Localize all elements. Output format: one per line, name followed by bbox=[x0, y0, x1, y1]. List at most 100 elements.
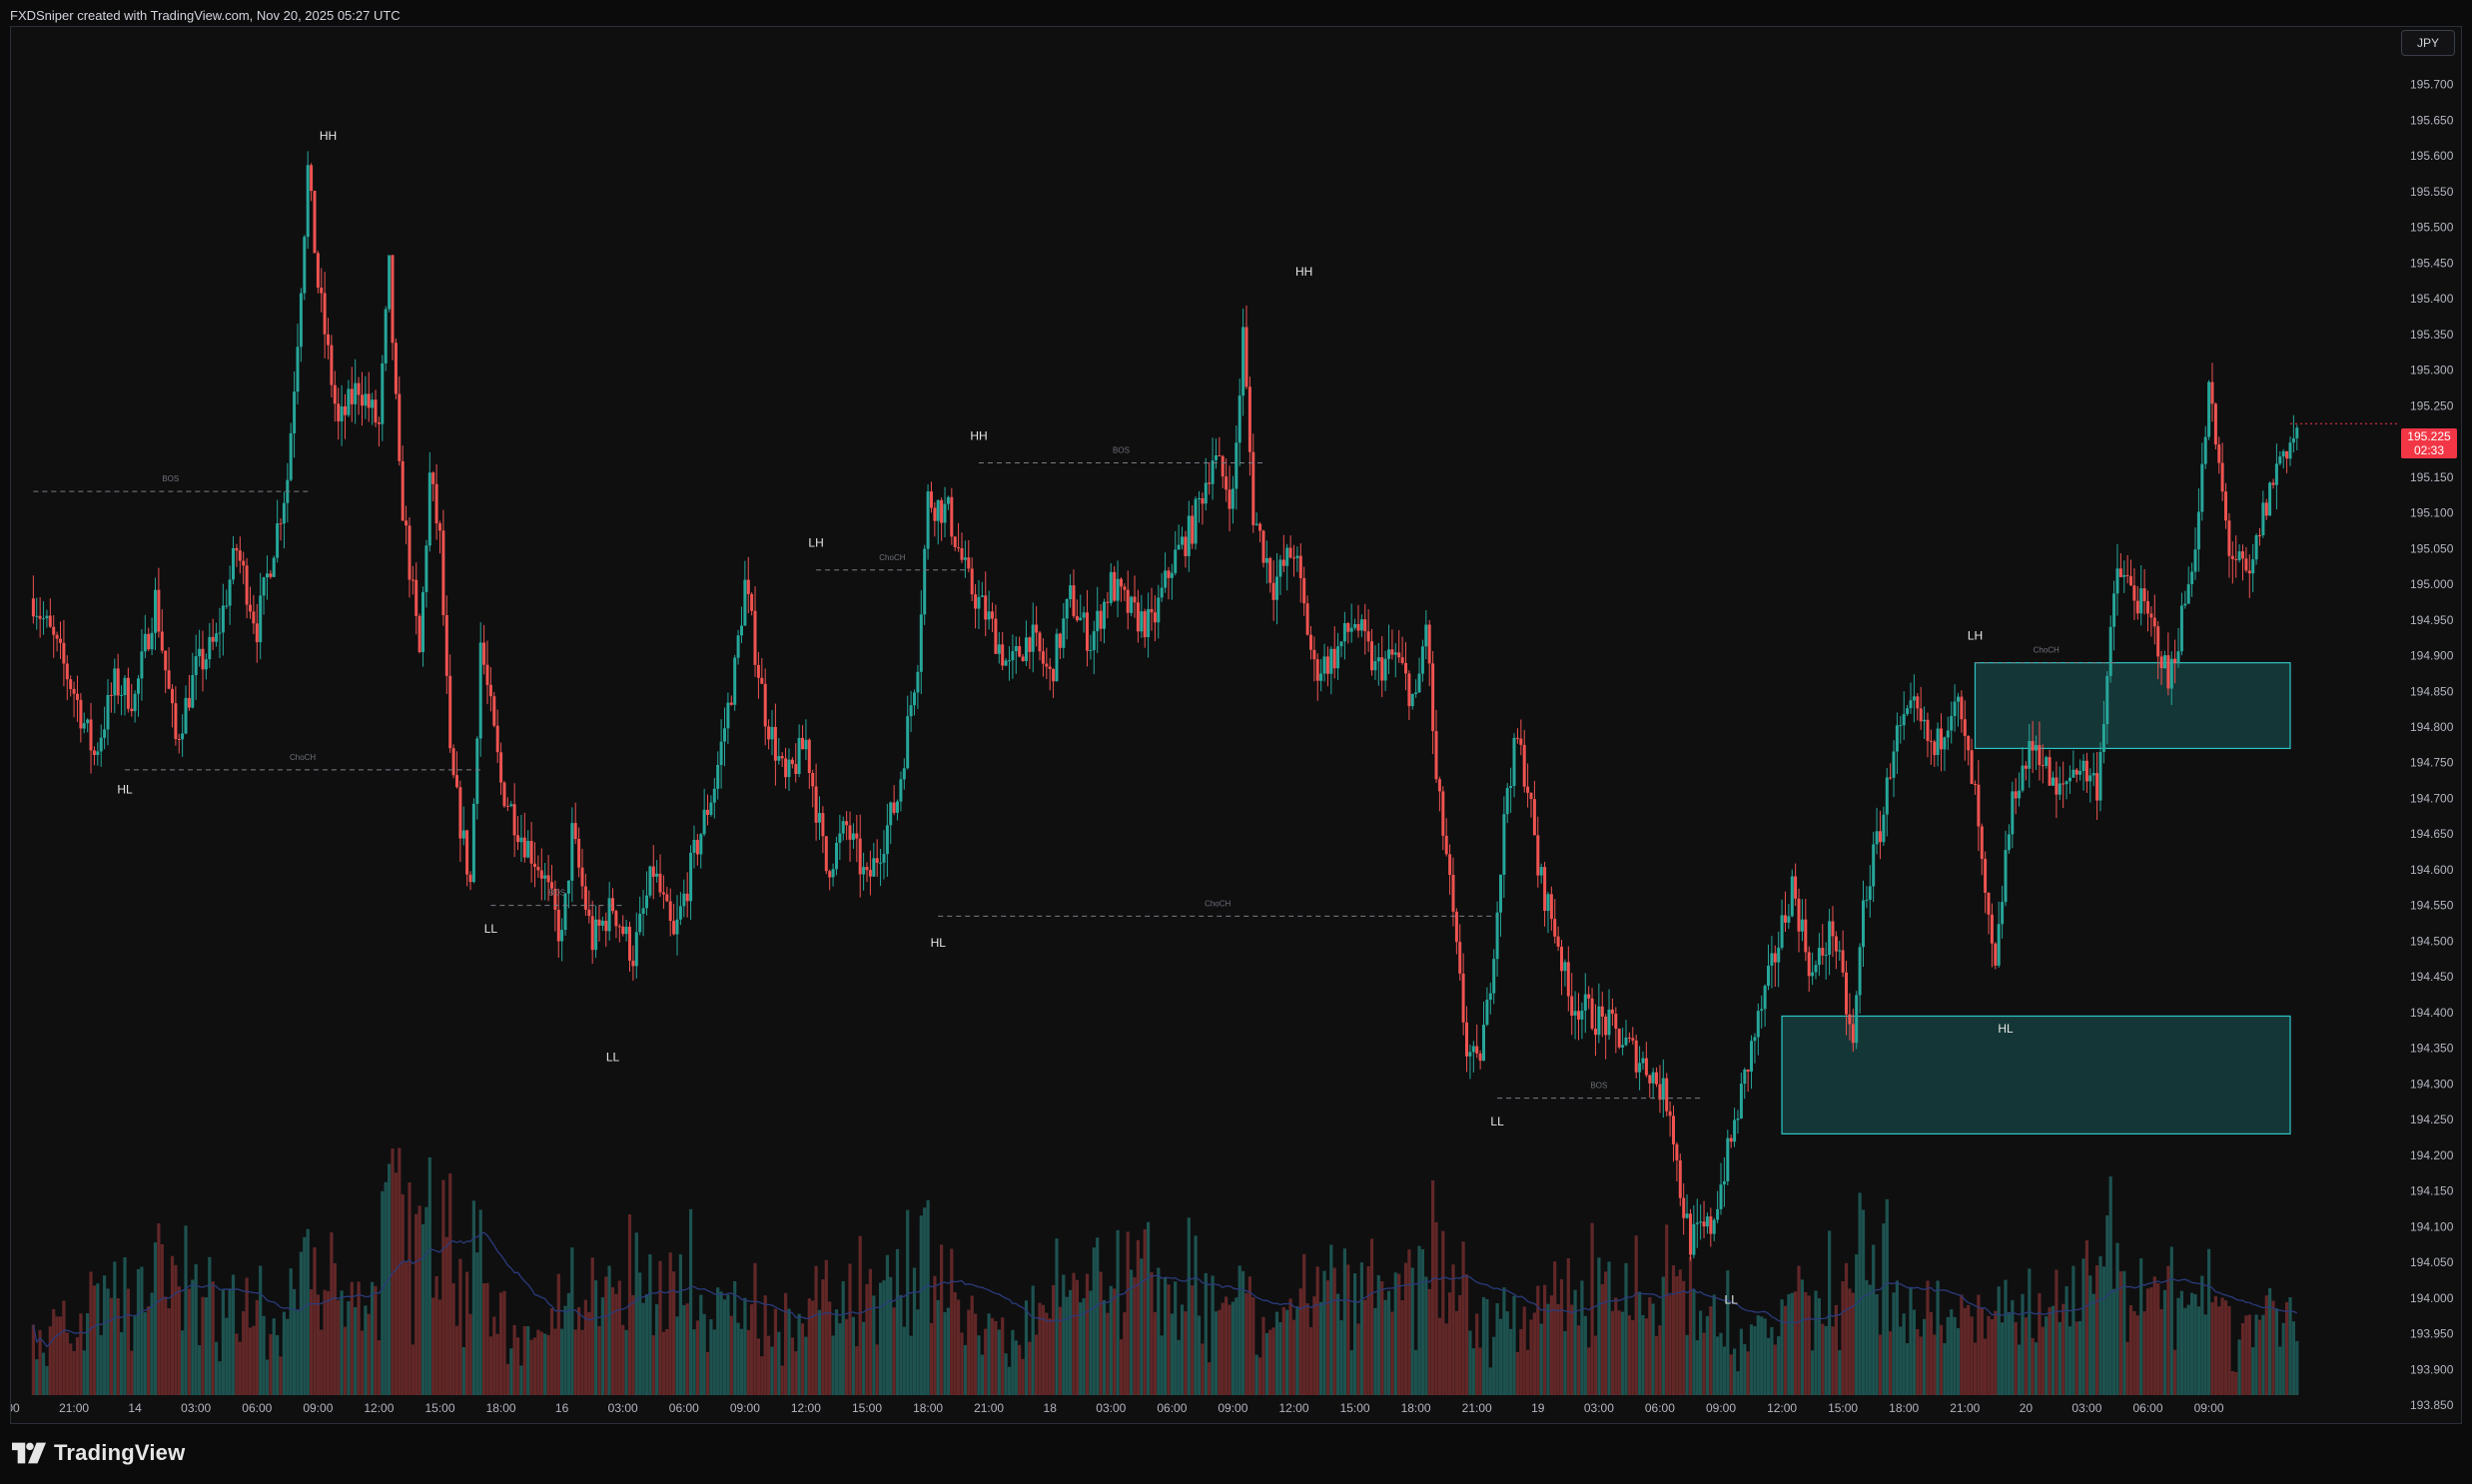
candle-body[interactable] bbox=[2108, 626, 2112, 676]
candle-body[interactable] bbox=[729, 702, 733, 705]
candle-body[interactable] bbox=[1225, 476, 1229, 490]
candle-body[interactable] bbox=[1651, 1072, 1655, 1084]
candle-body[interactable] bbox=[1794, 876, 1798, 899]
candle-body[interactable] bbox=[2115, 568, 2119, 594]
candle-body[interactable] bbox=[767, 726, 771, 740]
candle-body[interactable] bbox=[1153, 612, 1157, 623]
candle-body[interactable] bbox=[1760, 1009, 1764, 1012]
candle-body[interactable] bbox=[1281, 559, 1285, 566]
candle-body[interactable] bbox=[434, 483, 438, 524]
candle-body[interactable] bbox=[1356, 624, 1360, 631]
candle-body[interactable] bbox=[1543, 867, 1547, 911]
candle-body[interactable] bbox=[1566, 962, 1570, 997]
candle-body[interactable] bbox=[1492, 959, 1496, 994]
candle-body[interactable] bbox=[42, 618, 45, 620]
candle-body[interactable] bbox=[1648, 1075, 1652, 1084]
candle-body[interactable] bbox=[2095, 773, 2099, 801]
candle-body[interactable] bbox=[1004, 660, 1008, 666]
candle-body[interactable] bbox=[374, 399, 378, 423]
candle-body[interactable] bbox=[2281, 450, 2285, 457]
candle-body[interactable] bbox=[1404, 663, 1407, 674]
candle-body[interactable] bbox=[52, 626, 56, 635]
candle-body[interactable] bbox=[1025, 637, 1028, 661]
candle-body[interactable] bbox=[1814, 965, 1818, 973]
candle-body[interactable] bbox=[2166, 655, 2170, 689]
candle-body[interactable] bbox=[1478, 1053, 1482, 1062]
candle-body[interactable] bbox=[482, 642, 486, 665]
candle-body[interactable] bbox=[262, 577, 266, 596]
candle-body[interactable] bbox=[706, 809, 709, 815]
candle-body[interactable] bbox=[1376, 657, 1380, 662]
candle-body[interactable] bbox=[116, 668, 120, 696]
candle-body[interactable] bbox=[2193, 549, 2197, 572]
candle-body[interactable] bbox=[2125, 574, 2129, 576]
candle-body[interactable] bbox=[587, 909, 591, 917]
candle-body[interactable] bbox=[31, 598, 35, 617]
candle-body[interactable] bbox=[160, 631, 164, 651]
candle-body[interactable] bbox=[1573, 1011, 1577, 1016]
candle-body[interactable] bbox=[2058, 783, 2061, 795]
candle-body[interactable] bbox=[543, 875, 547, 879]
candle-body[interactable] bbox=[926, 491, 930, 549]
candle-body[interactable] bbox=[811, 773, 815, 787]
candle-body[interactable] bbox=[553, 888, 557, 910]
candle-body[interactable] bbox=[672, 921, 676, 935]
candle-body[interactable] bbox=[522, 837, 526, 858]
candle-body[interactable] bbox=[1549, 894, 1553, 920]
candle-body[interactable] bbox=[401, 460, 405, 521]
candle-body[interactable] bbox=[109, 695, 113, 696]
candle-body[interactable] bbox=[204, 659, 208, 670]
candle-body[interactable] bbox=[59, 638, 62, 643]
candle-body[interactable] bbox=[997, 644, 1001, 654]
candle-body[interactable] bbox=[1103, 601, 1106, 629]
candle-body[interactable] bbox=[566, 880, 570, 894]
candle-body[interactable] bbox=[1444, 835, 1448, 855]
candle-body[interactable] bbox=[1529, 792, 1533, 800]
candle-body[interactable] bbox=[1079, 617, 1083, 621]
candle-body[interactable] bbox=[279, 523, 283, 525]
candle-body[interactable] bbox=[394, 343, 398, 394]
candle-body[interactable] bbox=[384, 309, 388, 364]
candle-body[interactable] bbox=[1610, 1009, 1614, 1015]
candle-body[interactable] bbox=[266, 573, 269, 578]
candle-body[interactable] bbox=[1011, 651, 1015, 661]
candle-body[interactable] bbox=[2295, 427, 2299, 438]
candle-body[interactable] bbox=[1831, 921, 1835, 937]
candle-body[interactable] bbox=[2011, 791, 2015, 835]
candle-body[interactable] bbox=[316, 253, 320, 288]
candle-body[interactable] bbox=[1160, 587, 1164, 598]
candle-body[interactable] bbox=[1082, 612, 1086, 618]
candle-body[interactable] bbox=[807, 739, 811, 773]
candle-body[interactable] bbox=[862, 867, 866, 875]
candle-body[interactable] bbox=[1926, 719, 1930, 741]
candle-body[interactable] bbox=[225, 605, 229, 607]
candle-body[interactable] bbox=[1804, 919, 1808, 953]
candle-body[interactable] bbox=[896, 801, 899, 813]
candle-body[interactable] bbox=[1380, 657, 1384, 681]
candle-body[interactable] bbox=[821, 813, 825, 837]
candle-body[interactable] bbox=[848, 825, 852, 840]
candle-body[interactable] bbox=[577, 839, 581, 868]
candle-body[interactable] bbox=[1437, 779, 1441, 792]
candle-body[interactable] bbox=[1147, 608, 1151, 637]
candle-body[interactable] bbox=[1237, 395, 1241, 443]
candle-body[interactable] bbox=[1892, 751, 1896, 778]
candle-body[interactable] bbox=[2041, 765, 2045, 767]
candle-body[interactable] bbox=[1181, 536, 1184, 545]
candle-body[interactable] bbox=[455, 775, 458, 788]
candle-body[interactable] bbox=[1638, 1063, 1642, 1073]
candle-body[interactable] bbox=[1750, 1041, 1753, 1072]
candle-body[interactable] bbox=[1393, 652, 1397, 655]
candle-body[interactable] bbox=[2179, 605, 2183, 652]
candle-body[interactable] bbox=[1349, 627, 1353, 632]
candle-body[interactable] bbox=[1086, 612, 1089, 651]
candle-body[interactable] bbox=[468, 874, 472, 883]
candle-body[interactable] bbox=[753, 610, 757, 665]
candle-body[interactable] bbox=[427, 472, 431, 546]
candle-body[interactable] bbox=[245, 565, 249, 605]
candle-body[interactable] bbox=[1709, 1216, 1713, 1234]
candle-body[interactable] bbox=[1244, 327, 1248, 387]
candle-body[interactable] bbox=[1268, 557, 1272, 583]
candle-body[interactable] bbox=[1434, 731, 1438, 780]
candle-body[interactable] bbox=[327, 334, 330, 346]
